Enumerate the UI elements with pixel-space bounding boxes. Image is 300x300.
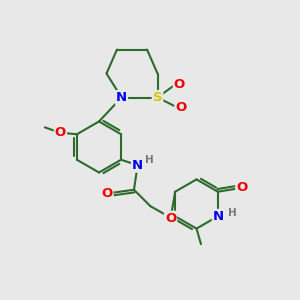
Text: H: H — [145, 155, 153, 165]
Text: N: N — [213, 210, 224, 223]
Text: N: N — [132, 159, 143, 172]
Text: O: O — [101, 187, 112, 200]
Text: H: H — [228, 208, 237, 218]
Text: N: N — [116, 91, 127, 104]
Text: S: S — [153, 91, 162, 104]
Text: O: O — [175, 100, 187, 114]
Text: O: O — [236, 181, 248, 194]
Text: O: O — [174, 78, 185, 92]
Text: O: O — [165, 212, 176, 225]
Text: O: O — [55, 126, 66, 139]
